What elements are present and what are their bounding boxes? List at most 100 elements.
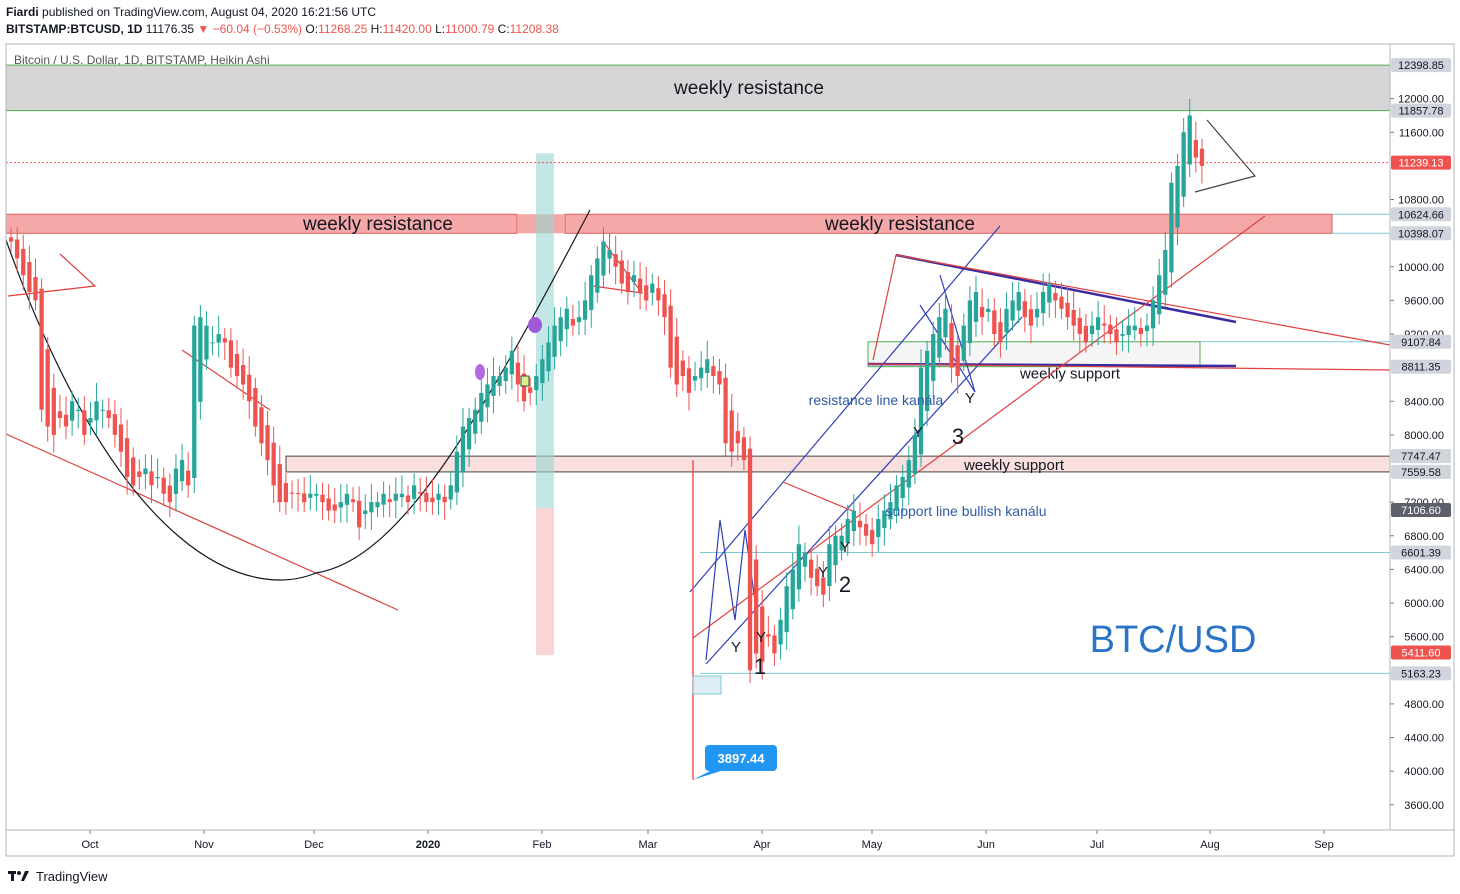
candle-up[interactable] (582, 281, 588, 335)
candle-down[interactable] (1108, 314, 1113, 345)
candle-up[interactable] (576, 300, 582, 335)
candle-down[interactable] (1028, 294, 1034, 344)
candle-down[interactable] (992, 298, 997, 347)
candle-down[interactable] (998, 307, 1003, 358)
candle-up[interactable] (607, 233, 612, 274)
candle-up[interactable] (784, 571, 789, 650)
candle-up[interactable] (986, 298, 991, 323)
candle-up[interactable] (1047, 273, 1052, 318)
candle-up[interactable] (491, 357, 496, 414)
candle-up[interactable] (705, 340, 710, 389)
candle-down[interactable] (222, 328, 227, 361)
candle-up[interactable] (1181, 117, 1186, 207)
candle-down[interactable] (295, 478, 301, 512)
candle-down[interactable] (332, 488, 337, 524)
candle-up[interactable] (155, 458, 160, 489)
candle-up[interactable] (485, 368, 490, 423)
candle-down[interactable] (253, 377, 258, 437)
candle-up[interactable] (1034, 292, 1040, 328)
candle-up[interactable] (411, 473, 417, 514)
candle-up[interactable] (1041, 273, 1046, 326)
candle-down[interactable] (320, 482, 325, 520)
candle-up[interactable] (1169, 172, 1174, 288)
candle-up[interactable] (204, 311, 209, 370)
candle-up[interactable] (1010, 281, 1015, 331)
candle-up[interactable] (900, 464, 905, 514)
candle-down[interactable] (1065, 286, 1070, 330)
candle-up[interactable] (375, 492, 380, 518)
low-price-callout[interactable]: 3897.44 (693, 745, 777, 780)
candle-up[interactable] (1157, 258, 1162, 325)
candle-down[interactable] (234, 339, 240, 389)
candle-up[interactable] (1163, 231, 1168, 308)
candle-down[interactable] (265, 410, 270, 476)
candle-down[interactable] (528, 377, 533, 406)
candle-up[interactable] (100, 399, 105, 429)
candle-down[interactable] (82, 396, 87, 445)
candle-down[interactable] (326, 484, 331, 521)
candle-up[interactable] (790, 553, 795, 620)
candle-down[interactable] (39, 278, 44, 423)
candle-up[interactable] (1016, 281, 1021, 324)
candle-up[interactable] (1144, 313, 1150, 347)
candle-down[interactable] (259, 395, 264, 456)
candle-down[interactable] (686, 356, 692, 411)
candle-up[interactable] (973, 275, 979, 337)
candle-down[interactable] (149, 454, 154, 503)
candle-up[interactable] (1120, 319, 1125, 351)
candle-up[interactable] (1126, 309, 1131, 353)
candle-down[interactable] (357, 486, 362, 540)
candle-up[interactable] (173, 454, 179, 512)
candle-down[interactable] (753, 545, 759, 669)
candle-down[interactable] (350, 487, 356, 513)
candle-down[interactable] (1053, 280, 1058, 319)
candle-down[interactable] (717, 358, 722, 395)
candle-up[interactable] (882, 494, 887, 546)
candle-down[interactable] (949, 304, 954, 383)
candle-down[interactable] (424, 476, 429, 513)
candle-up[interactable] (601, 227, 606, 289)
candle-up[interactable] (595, 246, 600, 303)
candle-down[interactable] (1083, 313, 1089, 353)
candle-up[interactable] (192, 315, 197, 494)
candle-down[interactable] (63, 396, 69, 440)
candle-up[interactable] (1175, 153, 1180, 246)
candle-up[interactable] (76, 397, 81, 429)
candle-down[interactable] (870, 517, 875, 557)
candle-up[interactable] (1004, 292, 1009, 350)
candle-up[interactable] (344, 483, 350, 523)
candle-up[interactable] (558, 307, 563, 357)
candle-down[interactable] (8, 227, 14, 252)
candle-down[interactable] (1114, 317, 1119, 356)
candle-up[interactable] (552, 307, 557, 370)
candle-down[interactable] (668, 289, 673, 378)
candle-up[interactable] (88, 401, 93, 436)
candle-down[interactable] (741, 427, 747, 471)
candle-up[interactable] (888, 483, 893, 530)
candle-down[interactable] (815, 554, 820, 597)
tradingview-logo-icon[interactable] (8, 869, 30, 883)
candle-up[interactable] (369, 483, 374, 530)
candle-down[interactable] (674, 318, 679, 398)
candle-up[interactable] (918, 349, 924, 467)
brand-text[interactable]: TradingView (36, 868, 108, 884)
candle-up[interactable] (466, 407, 472, 467)
candle-up[interactable] (845, 504, 850, 556)
candle-up[interactable] (924, 340, 930, 427)
candle-up[interactable] (931, 321, 936, 399)
candle-down[interactable] (21, 234, 26, 291)
candle-up[interactable] (460, 407, 466, 488)
candle-up[interactable] (436, 483, 441, 515)
candle-up[interactable] (699, 351, 704, 391)
candle-down[interactable] (662, 280, 667, 335)
candle-up[interactable] (961, 313, 966, 371)
candle-up[interactable] (1132, 307, 1137, 341)
candle-down[interactable] (124, 419, 130, 495)
candle-down[interactable] (772, 625, 777, 667)
candle-down[interactable] (766, 615, 771, 647)
candle-up[interactable] (937, 302, 942, 368)
candle-up[interactable] (851, 494, 856, 547)
candle-down[interactable] (15, 227, 20, 271)
candle-up[interactable] (839, 523, 844, 561)
